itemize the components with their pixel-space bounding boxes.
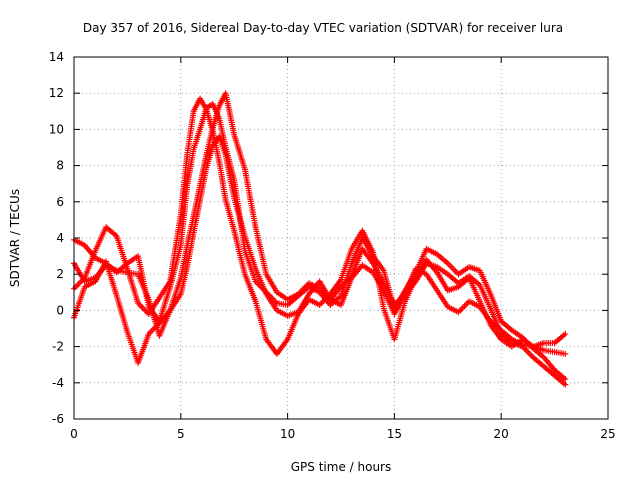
data-point [562, 330, 569, 337]
y-tick-label: 6 [56, 195, 64, 209]
data-point [562, 376, 569, 383]
y-tick-label: 14 [49, 50, 64, 64]
y-tick-label: 8 [56, 159, 64, 173]
y-tick-label: 0 [56, 303, 64, 317]
x-tick-label: 5 [177, 427, 185, 441]
data-points [71, 90, 569, 388]
y-tick-label: -4 [52, 376, 64, 390]
x-axis-label: GPS time / hours [291, 460, 392, 474]
chart-title: Day 357 of 2016, Sidereal Day-to-day VTE… [83, 21, 563, 35]
y-tick-label: -2 [52, 340, 64, 354]
data-point [562, 381, 569, 388]
x-tick-label: 15 [387, 427, 402, 441]
y-tick-label: 10 [49, 122, 64, 136]
y-tick-label: 2 [56, 267, 64, 281]
series-3 [71, 95, 569, 357]
x-tick-label: 25 [600, 427, 615, 441]
y-tick-label: 4 [56, 231, 64, 245]
x-tick-label: 0 [70, 427, 78, 441]
axis-ticks: 0 5 10 15 20 25 -6 -4 -2 0 2 4 6 8 10 12 14 [49, 50, 616, 441]
x-tick-label: 10 [280, 427, 295, 441]
x-tick-label: 20 [494, 427, 509, 441]
y-axis-label: SDTVAR / TECUs [8, 189, 22, 287]
y-tick-label: -6 [52, 412, 64, 426]
y-tick-label: 12 [49, 86, 64, 100]
data-point [562, 350, 569, 357]
series-4 [71, 133, 569, 366]
